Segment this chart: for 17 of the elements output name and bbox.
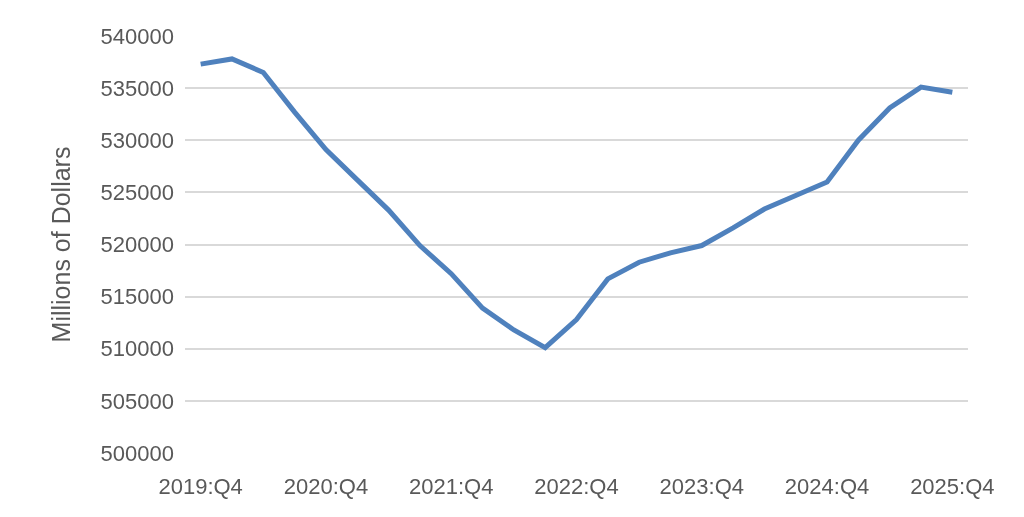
x-tick-label: 2022:Q4	[534, 474, 619, 499]
x-tick-label: 2025:Q4	[910, 474, 995, 499]
y-tick-label: 525000	[100, 180, 174, 206]
y-tick-label: 540000	[100, 23, 174, 49]
y-axis-title: Millions of Dollars	[47, 146, 76, 343]
x-tick-label: 2020:Q4	[283, 474, 369, 499]
x-tick-label: 2021:Q4	[409, 474, 494, 499]
x-tick-label: 2024:Q4	[784, 474, 870, 499]
y-tick-label: 530000	[100, 127, 174, 153]
y-tick-label: 500000	[100, 440, 174, 466]
x-tick-label: 2019:Q4	[158, 474, 243, 499]
y-tick-label: 510000	[100, 336, 174, 362]
y-tick-label: 520000	[100, 232, 174, 258]
x-tick-label: 2023:Q4	[659, 474, 744, 499]
y-tick-label: 505000	[100, 388, 174, 414]
y-tick-label: 535000	[100, 75, 174, 101]
y-tick-label: 515000	[100, 284, 174, 310]
